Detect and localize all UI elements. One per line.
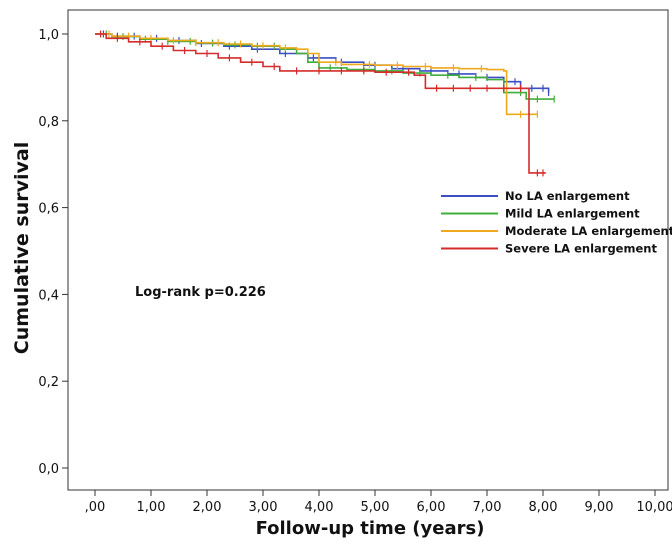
series-line [95, 33, 555, 100]
series-severe-la-enlargement [95, 30, 546, 177]
y-tick-label: 0,0 [38, 462, 59, 477]
legend-label: Severe LA enlargement [505, 242, 657, 256]
x-tick-label: 3,00 [249, 500, 278, 515]
x-tick-label: 1,00 [137, 500, 166, 515]
x-axis-title: Follow-up time (years) [256, 518, 485, 539]
x-tick-label: 5,00 [361, 500, 390, 515]
series-layer [95, 30, 555, 177]
x-axis-ticks: ,00 1,00 2,00 3,00 4,00 5,00 6,00 7,00 8,00 9,00 1… [85, 490, 672, 515]
legend: No LA enlargement Mild LA enlargement Mode… [441, 189, 672, 256]
x-tick-label: 4,00 [305, 500, 334, 515]
x-tick-label: 7,00 [473, 500, 502, 515]
y-tick-label: 0,2 [38, 375, 59, 390]
y-tick-label: 0,4 [38, 288, 59, 303]
series-line [95, 33, 538, 116]
plot-frame [67, 9, 669, 491]
x-tick-label: 2,00 [193, 500, 222, 515]
x-tick-label: 9,00 [585, 500, 614, 515]
y-tick-label: 0,8 [38, 115, 59, 130]
y-tick-label: 0,6 [38, 202, 59, 217]
y-axis-title: Cumulative survival [11, 142, 33, 354]
log-rank-annotation: Log-rank p=0.226 [135, 285, 266, 300]
y-tick-label: 1,0 [38, 28, 59, 43]
x-tick-label: 8,00 [529, 500, 558, 515]
y-axis-ticks: 0,0 0,2 0,4 0,6 0,8 1,0 [38, 28, 68, 477]
legend-label: Mild LA enlargement [505, 207, 640, 221]
x-tick-label: 6,00 [417, 500, 446, 515]
x-tick-label: 10,00 [636, 500, 672, 515]
legend-label: No LA enlargement [505, 189, 630, 203]
legend-label: Moderate LA enlargement [505, 224, 672, 238]
x-tick-label: ,00 [85, 500, 106, 515]
